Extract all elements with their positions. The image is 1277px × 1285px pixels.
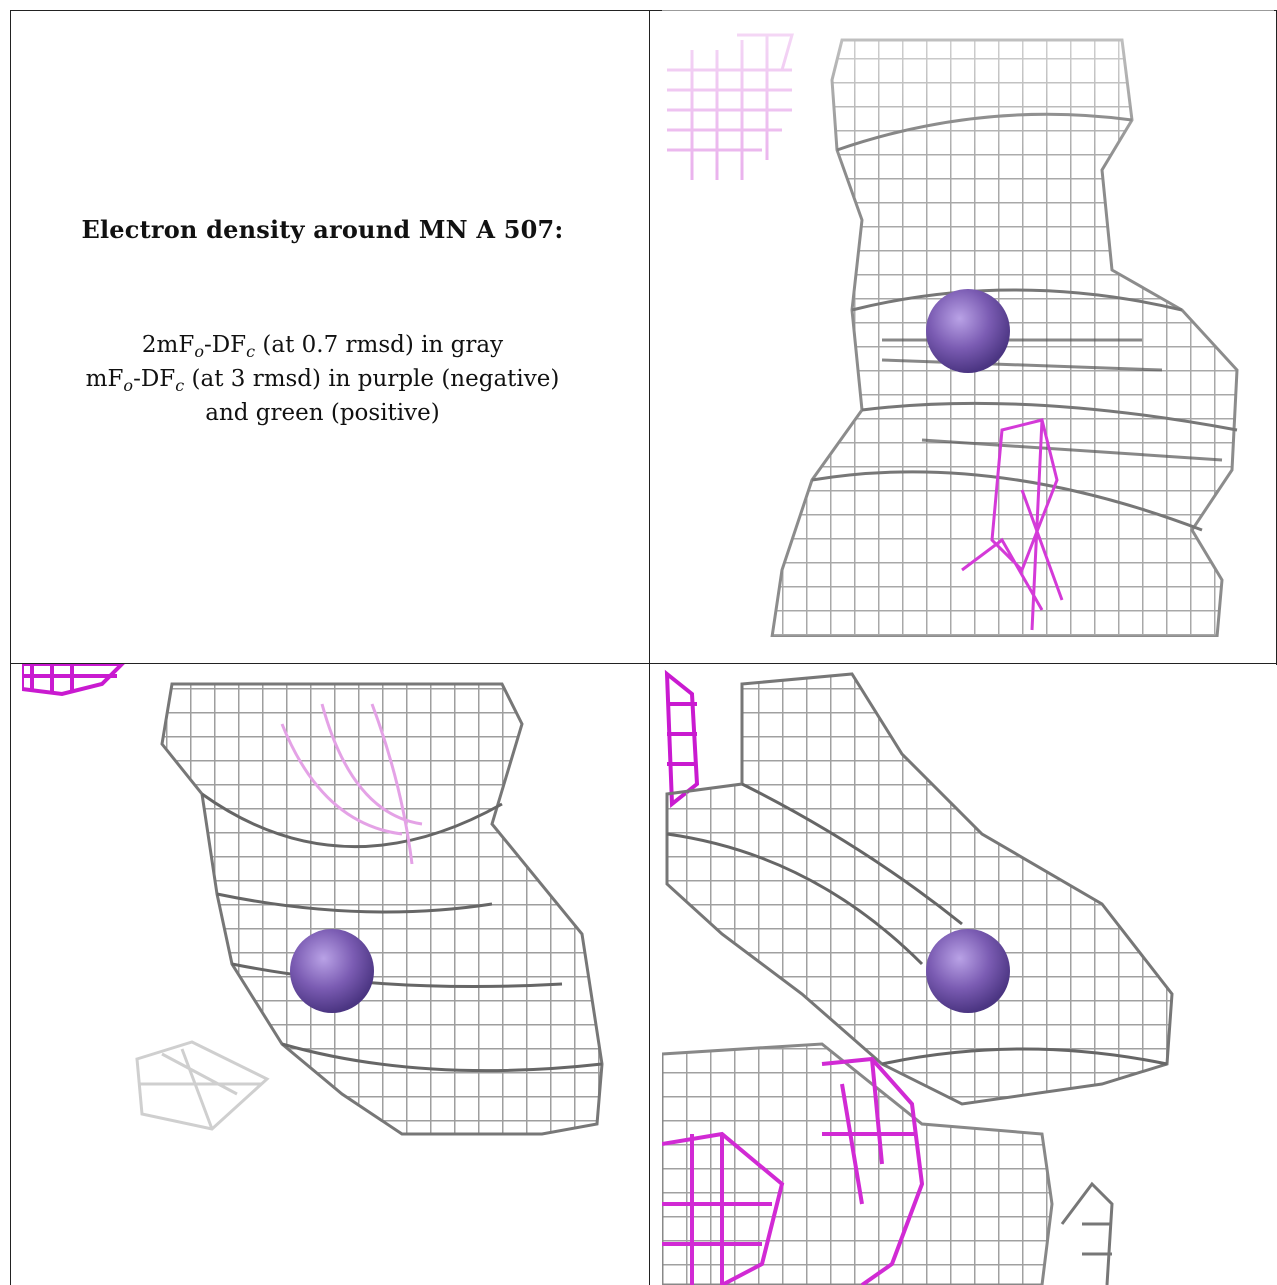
density-mesh-1 [662,10,1274,637]
caption-cell: Electron density around MN A 507: 2mFo-D… [10,10,635,637]
mn-atom-sphere [290,929,374,1013]
density-mesh-3 [662,669,1174,1285]
mn-atom-sphere [926,289,1010,373]
table-divider-vertical [649,10,650,1285]
table-divider-horizontal [10,663,1277,664]
legend-line-fo-fc: mFo-DFc (at 3 rmsd) in purple (negative) [85,366,560,395]
caption-legend: 2mFo-DFc (at 0.7 rmsd) in gray mFo-DFc (… [10,328,635,430]
density-mesh-2 [22,664,604,1136]
table-border-left [10,10,11,1285]
legend-line-2fo-fc: 2mFo-DFc (at 0.7 rmsd) in gray [141,332,504,361]
density-view-top-right [662,10,1274,637]
mn-atom-sphere [926,929,1010,1013]
legend-line-positive: and green (positive) [205,400,440,426]
density-view-bottom-right [662,664,1274,1285]
density-view-bottom-left [22,664,648,1285]
caption-title: Electron density around MN A 507: [81,215,564,244]
table-border-top [10,10,1277,11]
